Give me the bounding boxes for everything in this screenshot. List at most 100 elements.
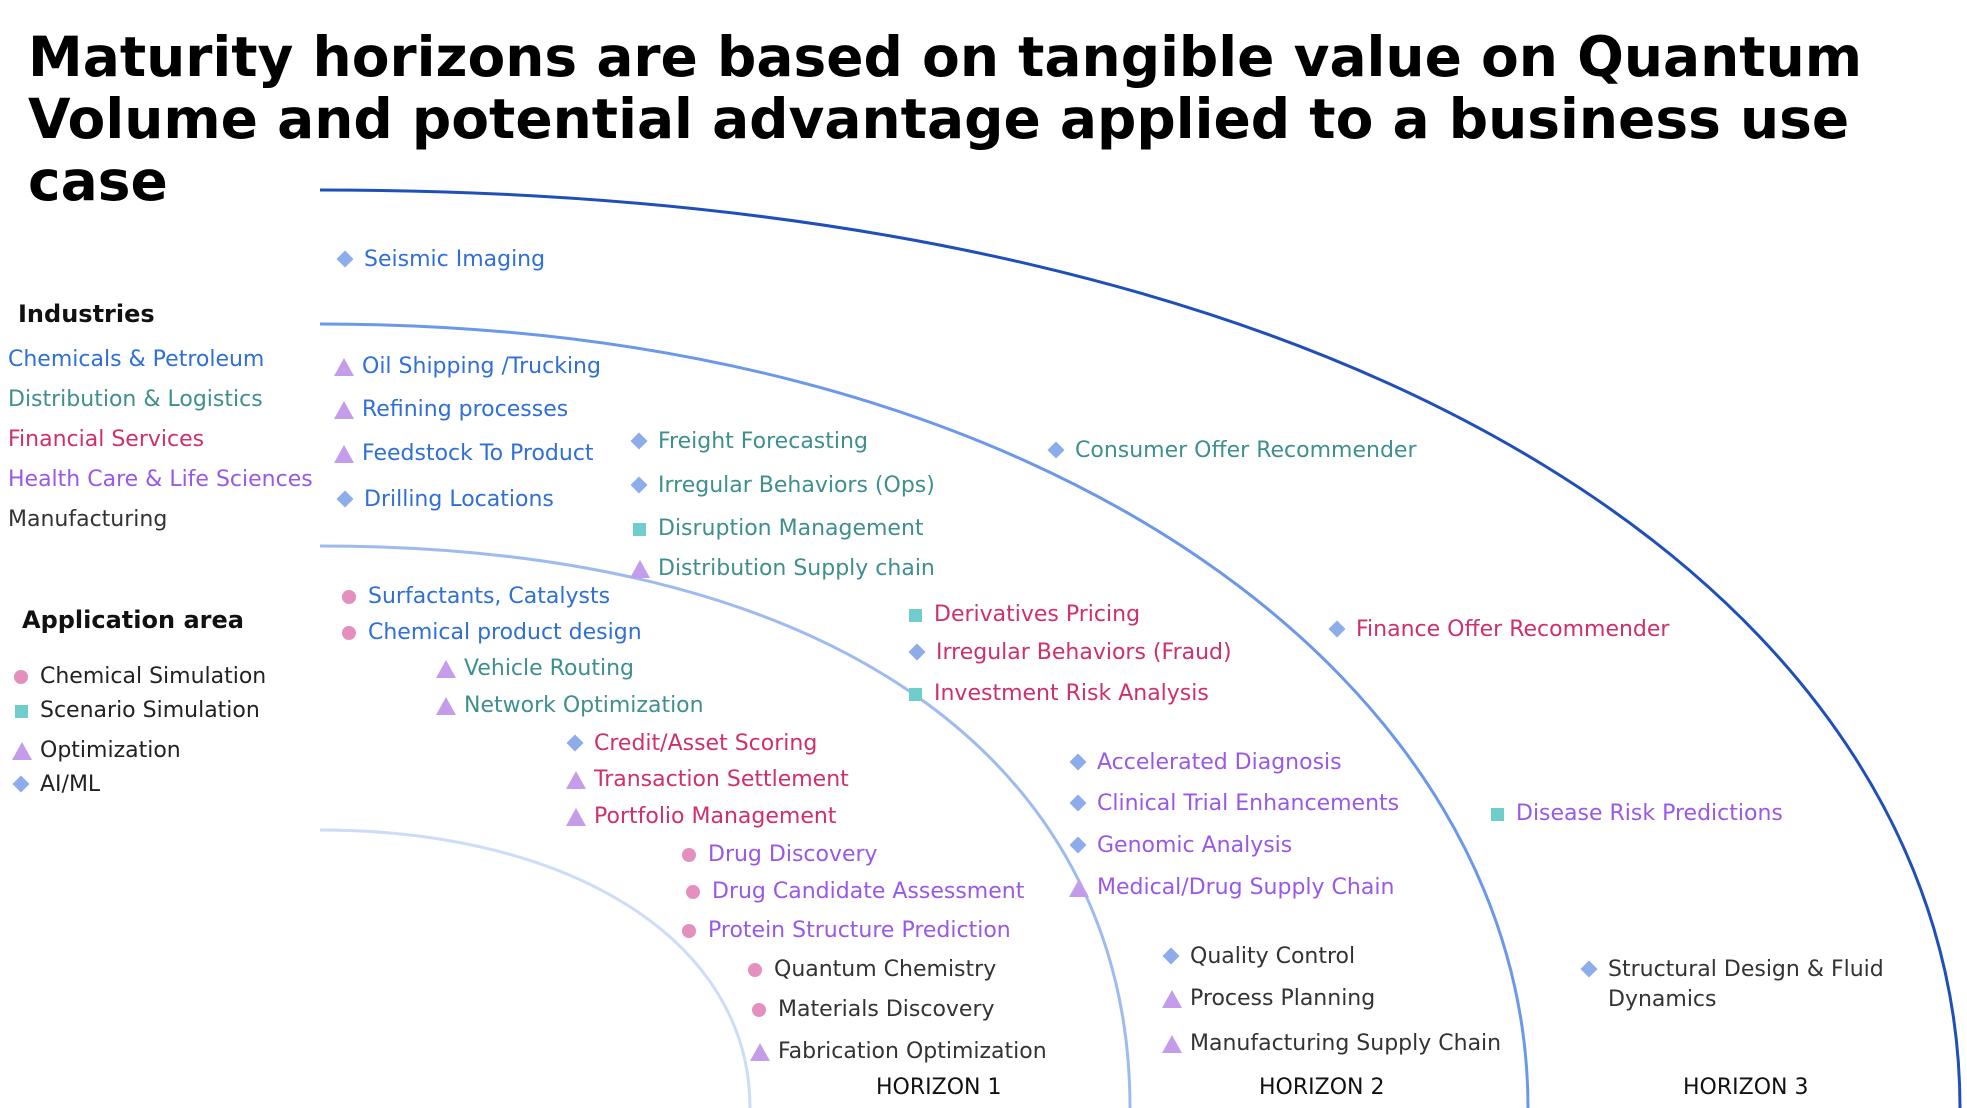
use-case-refining-processes: Refining processes	[332, 395, 568, 425]
circle-marker-icon	[744, 955, 768, 985]
use-case-label: Manufacturing Supply Chain	[1190, 1031, 1502, 1056]
horizon-arc-3	[319, 322, 1530, 1108]
use-case-label: Irregular Behaviors (Fraud)	[936, 640, 1232, 665]
application-legend-triangle: Optimization	[10, 736, 181, 766]
triangle-marker-icon	[1067, 873, 1091, 903]
use-case-drug-discovery: Drug Discovery	[678, 840, 878, 870]
industry-legend-chem: Chemicals & Petroleum	[8, 347, 265, 372]
use-case-label: Accelerated Diagnosis	[1097, 750, 1342, 775]
horizon-label-3: HORIZON 3	[1683, 1075, 1809, 1100]
diamond-marker-icon	[1578, 955, 1602, 985]
application-legend-label: AI/ML	[40, 772, 101, 797]
use-case-medical-drug-supply-chain: Medical/Drug Supply Chain	[1067, 873, 1394, 903]
use-case-label: Process Planning	[1190, 986, 1376, 1011]
industry-legend-mfg: Manufacturing	[8, 507, 168, 532]
use-case-vehicle-routing: Vehicle Routing	[434, 654, 634, 684]
industry-legend-health: Health Care & Life Sciences	[8, 467, 313, 492]
square-marker-icon	[10, 696, 34, 726]
square-marker-icon	[628, 514, 652, 544]
use-case-credit-asset-scoring: Credit/Asset Scoring	[564, 729, 817, 759]
use-case-label: Network Optimization	[464, 693, 704, 718]
use-case-drug-candidate-assessment: Drug Candidate Assessment	[682, 877, 1024, 907]
diamond-marker-icon	[334, 245, 358, 275]
circle-marker-icon	[682, 877, 706, 907]
horizon-label-2: HORIZON 2	[1259, 1075, 1385, 1100]
use-case-disease-risk-predictions: Disease Risk Predictions	[1486, 799, 1783, 829]
use-case-label: Freight Forecasting	[658, 429, 868, 454]
use-case-label: Quality Control	[1190, 944, 1356, 969]
diamond-marker-icon	[1326, 615, 1350, 645]
diamond-marker-icon	[628, 427, 652, 457]
square-marker-icon	[904, 600, 928, 630]
diamond-marker-icon	[1160, 942, 1184, 972]
use-case-label: Finance Offer Recommender	[1356, 617, 1670, 642]
horizon-arc-2	[319, 544, 1132, 1108]
triangle-marker-icon	[434, 691, 458, 721]
circle-marker-icon	[338, 618, 362, 648]
application-area-heading: Application area	[22, 606, 244, 634]
use-case-process-planning: Process Planning	[1160, 984, 1375, 1014]
horizon-label-1: HORIZON 1	[876, 1075, 1002, 1100]
diamond-marker-icon	[1067, 789, 1091, 819]
application-legend-square: Scenario Simulation	[10, 696, 260, 726]
use-case-label: Seismic Imaging	[364, 247, 546, 272]
use-case-label: Chemical product design	[368, 620, 642, 645]
use-case-freight-forecasting: Freight Forecasting	[628, 427, 868, 457]
square-marker-icon	[1486, 799, 1510, 829]
use-case-clinical-trial-enhancements: Clinical Trial Enhancements	[1067, 789, 1399, 819]
use-case-label: Clinical Trial Enhancements	[1097, 791, 1400, 816]
use-case-portfolio-management: Portfolio Management	[564, 802, 836, 832]
diamond-marker-icon	[1067, 831, 1091, 861]
use-case-label: Portfolio Management	[594, 804, 837, 829]
triangle-marker-icon	[748, 1037, 772, 1067]
use-case-label: Feedstock To Product	[362, 441, 594, 466]
use-case-network-optimization: Network Optimization	[434, 691, 704, 721]
industries-heading: Industries	[18, 300, 155, 328]
triangle-marker-icon	[1160, 984, 1184, 1014]
diamond-marker-icon	[628, 471, 652, 501]
use-case-label: Distribution Supply chain	[658, 556, 935, 581]
triangle-marker-icon	[628, 554, 652, 584]
use-case-genomic-analysis: Genomic Analysis	[1067, 831, 1292, 861]
triangle-marker-icon	[332, 395, 356, 425]
application-legend-label: Scenario Simulation	[40, 698, 260, 723]
use-case-label: Investment Risk Analysis	[934, 681, 1209, 706]
use-case-feedstock-to-product: Feedstock To Product	[332, 439, 594, 469]
triangle-marker-icon	[332, 439, 356, 469]
use-case-surfactants-catalysts: Surfactants, Catalysts	[338, 582, 610, 612]
use-case-materials-discovery: Materials Discovery	[748, 995, 995, 1025]
square-marker-icon	[904, 679, 928, 709]
use-case-drilling-locations: Drilling Locations	[334, 485, 554, 515]
use-case-chemical-product-design: Chemical product design	[338, 618, 642, 648]
use-case-label: Quantum Chemistry	[774, 957, 997, 982]
use-case-label: Drug Discovery	[708, 842, 878, 867]
triangle-marker-icon	[434, 654, 458, 684]
use-case-seismic-imaging: Seismic Imaging	[334, 245, 545, 275]
use-case-investment-risk-analysis: Investment Risk Analysis	[904, 679, 1209, 709]
use-case-label: Consumer Offer Recommender	[1075, 438, 1417, 463]
circle-marker-icon	[678, 916, 702, 946]
use-case-label: Oil Shipping /Trucking	[362, 354, 601, 379]
application-legend-diamond: AI/ML	[10, 770, 100, 800]
use-case-derivatives-pricing: Derivatives Pricing	[904, 600, 1140, 630]
circle-marker-icon	[10, 662, 34, 692]
industry-legend-fin: Financial Services	[8, 427, 205, 452]
horizon-arc-outer	[319, 188, 1962, 1108]
use-case-label: Derivatives Pricing	[934, 602, 1141, 627]
use-case-label: Disease Risk Predictions	[1516, 801, 1783, 826]
use-case-label: Drilling Locations	[364, 487, 554, 512]
use-case-protein-structure-prediction: Protein Structure Prediction	[678, 916, 1011, 946]
application-legend-label: Optimization	[40, 738, 181, 763]
page-title: Maturity horizons are based on tangible …	[28, 25, 1863, 213]
diamond-marker-icon	[564, 729, 588, 759]
triangle-marker-icon	[10, 736, 34, 766]
use-case-label: Materials Discovery	[778, 997, 995, 1022]
triangle-marker-icon	[564, 802, 588, 832]
diamond-marker-icon	[334, 485, 358, 515]
use-case-label: Drug Candidate Assessment	[712, 879, 1025, 904]
use-case-quantum-chemistry: Quantum Chemistry	[744, 955, 996, 985]
diamond-marker-icon	[906, 638, 930, 668]
use-case-finance-offer-recommender: Finance Offer Recommender	[1326, 615, 1669, 645]
use-case-consumer-offer-recommender: Consumer Offer Recommender	[1045, 436, 1417, 466]
